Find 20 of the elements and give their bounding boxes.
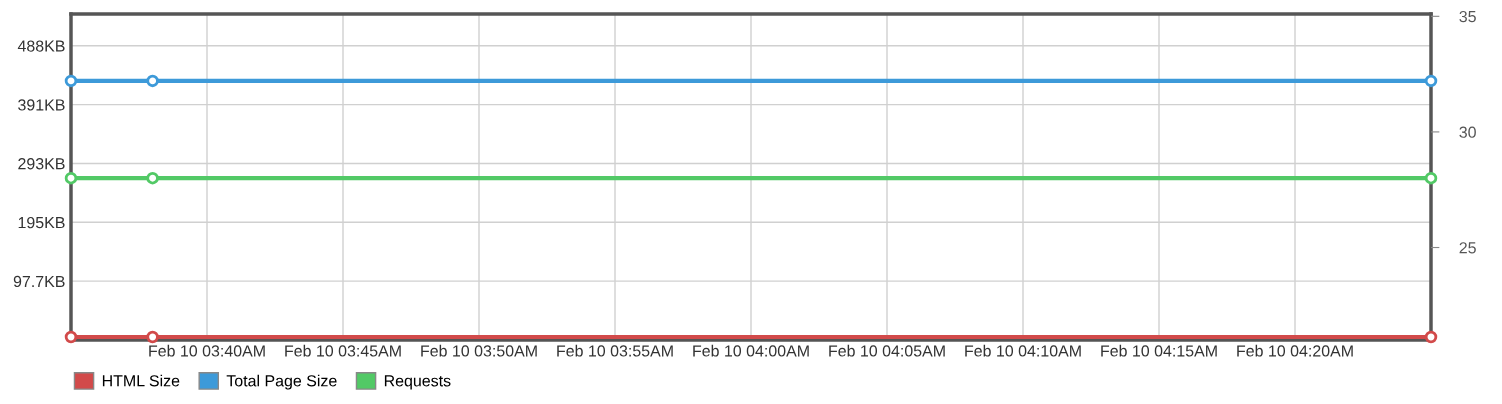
y-tick-label: 97.7KB (13, 275, 65, 288)
x-tick-label: Feb 10 03:55AM (557, 344, 673, 357)
y-tick-label: 391KB (18, 99, 65, 111)
legend-label: Requests (384, 375, 451, 390)
legend-label: HTML Size (102, 374, 180, 387)
y-tick-label: 293KB (18, 158, 65, 170)
y-tick-label: 195KB (18, 216, 65, 229)
x-tick-label: Feb 10 04:20AM (1237, 344, 1353, 357)
x-tick-label: Feb 10 03:50AM (421, 344, 537, 357)
x-tick-label: Feb 10 03:40AM (149, 344, 265, 357)
x-tick-label: Feb 10 04:15AM (1101, 344, 1217, 357)
x-tick-label: Feb 10 04:10AM (965, 344, 1081, 357)
x-tick-label: Feb 10 04:05AM (829, 344, 945, 357)
y2-tick-label: 30 (1459, 126, 1476, 138)
x-tick-label: Feb 10 03:45AM (285, 344, 401, 357)
y2-tick-label: 35 (1459, 10, 1476, 23)
x-tick-label: Feb 10 04:00AM (693, 344, 809, 357)
legend-label: Total Page Size (226, 374, 337, 390)
y2-tick-label: 25 (1459, 242, 1476, 254)
y-tick-label: 488KB (17, 40, 65, 52)
